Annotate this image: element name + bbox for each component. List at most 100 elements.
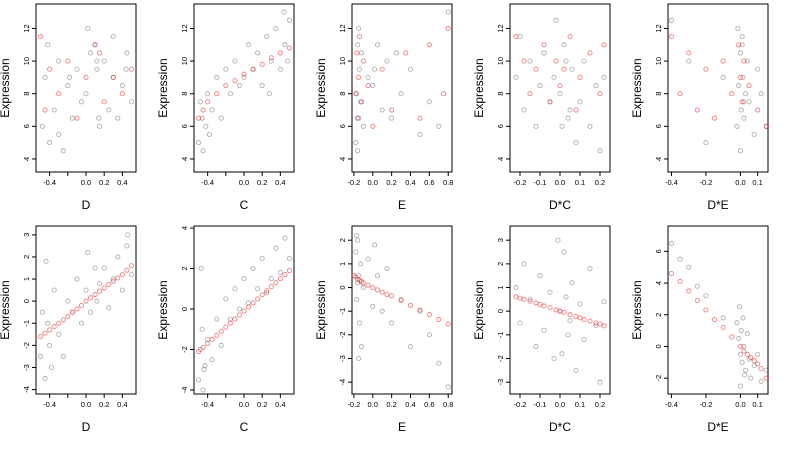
data-point-black (358, 50, 364, 56)
y-tick-label: -2 (496, 355, 505, 362)
data-point-red (232, 316, 238, 322)
data-point-black (85, 25, 91, 31)
data-point-red (677, 278, 683, 285)
data-point-black (214, 316, 220, 322)
data-point-black (533, 123, 539, 129)
data-point-red (205, 340, 211, 346)
y-axis-label: Expression (314, 280, 328, 339)
y-tick-label: 4 (654, 281, 663, 285)
data-point-black (597, 379, 603, 385)
y-tick-label: 12 (338, 24, 347, 32)
y-tick-label: -3 (22, 364, 31, 371)
data-point-black (740, 315, 746, 321)
x-tick-label: 0.6 (424, 400, 434, 409)
data-point-black (357, 320, 363, 326)
data-point-red (370, 123, 376, 129)
data-point-black (51, 107, 57, 113)
data-point-red (703, 66, 709, 72)
y-tick-label: 8 (496, 92, 505, 96)
x-tick-label: -0.1 (534, 400, 547, 409)
data-point-red (282, 272, 288, 278)
data-point-red (223, 83, 229, 89)
data-point-black (384, 266, 390, 272)
data-point-black (97, 280, 103, 286)
scatter-panel-1-4: -0.4 -0.2 0.0 0.1 -2 0 2 4 6 D*E Expression (630, 225, 769, 434)
x-tick-label: 0.8 (443, 178, 453, 187)
data-point-black (42, 376, 48, 382)
data-point-red (205, 99, 211, 105)
y-tick-label: 10 (180, 57, 189, 65)
data-point-red (763, 375, 769, 381)
data-point-black (384, 58, 390, 64)
data-point-black (365, 74, 371, 80)
data-point-red (686, 288, 692, 294)
data-point-black (110, 34, 116, 40)
y-axis-label: Expression (630, 280, 644, 339)
y-tick-label: -2 (22, 342, 31, 349)
data-point-red (668, 34, 674, 40)
data-point-black (125, 232, 131, 238)
plot-frame (193, 225, 295, 395)
data-point-black (282, 42, 288, 48)
y-axis-label: Expression (630, 58, 644, 117)
data-point-black (426, 99, 432, 105)
data-point-black (119, 287, 125, 293)
data-point-black (748, 375, 754, 381)
data-point-black (360, 285, 366, 291)
data-point-red (737, 74, 743, 80)
x-tick-label: 0.2 (386, 178, 396, 187)
data-point-black (736, 83, 742, 89)
data-point-black (60, 353, 66, 359)
data-point-black (250, 266, 256, 272)
x-tick-label: 0.2 (257, 178, 267, 187)
y-tick-label: 0 (496, 309, 505, 313)
data-point-red (694, 297, 700, 304)
data-point-red (60, 317, 66, 323)
y-tick-label: 8 (22, 92, 31, 96)
data-point-black (741, 343, 747, 349)
data-point-black (200, 148, 206, 154)
data-point-black (94, 66, 100, 72)
y-tick-label: 10 (338, 57, 347, 65)
x-tick-label: 0.2 (99, 178, 109, 187)
data-point-black (567, 318, 573, 324)
data-point-red (128, 263, 135, 269)
x-tick-label: 0.0 (735, 178, 745, 187)
x-axis-label: E (398, 198, 406, 212)
data-point-black (218, 342, 224, 348)
data-point-red (119, 272, 125, 278)
y-tick-label: 4 (338, 157, 347, 161)
data-point-red (356, 74, 362, 80)
scatter-panel-0-2: -0.2 0.0 0.2 0.4 0.6 0.8 4 6 8 10 12 E Expression (314, 3, 453, 212)
data-point-red (527, 298, 533, 304)
data-point-red (241, 308, 247, 314)
data-point-red (748, 354, 754, 361)
y-tick-label: -4 (338, 379, 347, 386)
data-point-black (355, 148, 361, 154)
data-point-red (553, 58, 559, 64)
data-point-red (119, 91, 125, 97)
data-point-black (513, 74, 519, 80)
data-point-red (360, 58, 366, 64)
data-point-black (379, 107, 385, 113)
data-point-black (56, 331, 62, 337)
data-point-black (56, 131, 62, 137)
data-point-red (403, 50, 409, 56)
data-point-red (65, 58, 71, 64)
data-point-red (92, 42, 98, 48)
data-point-black (738, 107, 744, 113)
data-point-black (241, 276, 247, 282)
data-point-black (277, 270, 283, 276)
data-point-black (214, 74, 220, 80)
data-point-red (56, 320, 62, 326)
data-point-red (384, 292, 390, 298)
data-point-red (259, 61, 265, 67)
data-point-black (537, 273, 543, 279)
data-point-red (751, 358, 757, 364)
scatter-panel-1-0: -0.4 0.0 0.2 0.4 -4 -3 -2 -1 0 1 2 3 D Expression (0, 225, 137, 434)
data-point-black (285, 58, 291, 64)
data-point-black (264, 34, 270, 40)
y-axis-label: Expression (0, 280, 12, 339)
data-point-black (559, 123, 565, 129)
data-point-black (737, 383, 743, 389)
